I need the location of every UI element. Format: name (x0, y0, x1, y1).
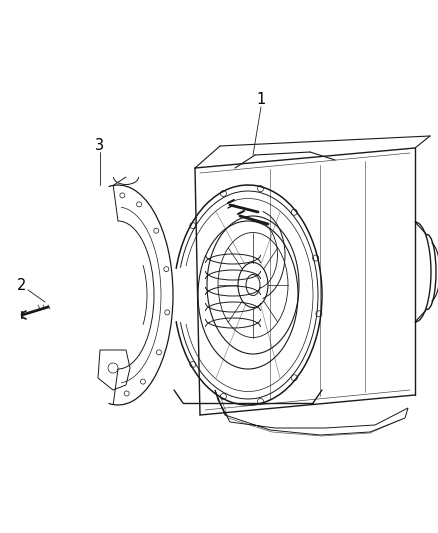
Text: 1: 1 (256, 93, 265, 108)
Polygon shape (215, 390, 408, 435)
Text: 3: 3 (95, 138, 105, 152)
Text: 2: 2 (18, 278, 27, 293)
